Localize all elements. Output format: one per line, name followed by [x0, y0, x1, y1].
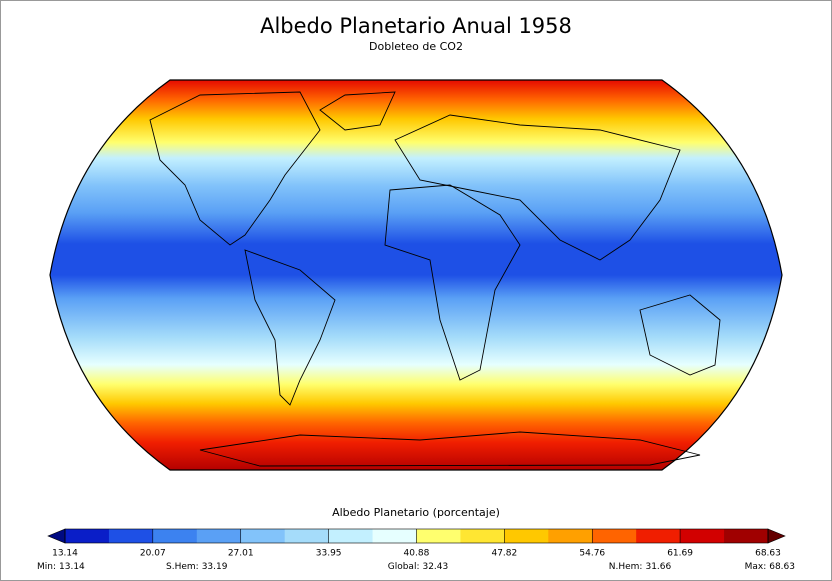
colorbar-segment [724, 529, 769, 543]
subtitle: Dobleteo de CO2 [369, 40, 463, 53]
stat: N.Hem: 31.66 [609, 562, 672, 572]
colorbar-segment [592, 529, 637, 543]
title: Albedo Planetario Anual 1958 [260, 14, 572, 38]
colorbar-tick-label: 54.76 [579, 549, 605, 559]
stat-label: N.Hem: [609, 562, 643, 572]
stat: S.Hem: 33.19 [166, 562, 228, 572]
stat: Global: 32.43 [388, 562, 449, 572]
colorbar-segment [108, 529, 154, 543]
colorbar-segment [504, 529, 549, 543]
stats: Min: 13.14 S.Hem: 33.19 Global: 32.43 N.Hem: 31… [37, 562, 795, 572]
map [49, 79, 783, 471]
colorbar-tick-label: 13.14 [52, 549, 78, 559]
coastlines [149, 91, 721, 467]
stat-label: Global: [388, 562, 420, 572]
colorbar-segment [680, 529, 725, 543]
colorbar-tick-label: 27.01 [228, 549, 254, 559]
colorbar-segment [460, 529, 505, 543]
colorbar-tick-label: 40.88 [404, 549, 430, 559]
stat-value: 33.19 [202, 562, 228, 572]
colorbar-segment [196, 529, 242, 543]
colorbar-segment [636, 529, 681, 543]
colorbar-tick-label: 47.82 [491, 549, 517, 559]
stat: Min: 13.14 [37, 562, 85, 572]
colorbar-tick-label: 68.63 [755, 549, 781, 559]
colorbar-label: Albedo Planetario (porcentaje) [332, 506, 500, 519]
stat-label: S.Hem: [166, 562, 199, 572]
colorbar-tick-label: 20.07 [140, 549, 166, 559]
colorbar-segment [416, 529, 461, 543]
colorbar-segment [65, 529, 110, 543]
stat: Max: 68.63 [745, 562, 795, 572]
stat-label: Min: [37, 562, 56, 572]
colorbar: 13.14 20.07 27.01 33.95 40.88 47.82 54.76 61.69… [47, 528, 786, 559]
colorbar-tick-label: 33.95 [316, 549, 342, 559]
stat-value: 32.43 [422, 562, 448, 572]
colorbar-segment [328, 529, 374, 543]
map-globe [49, 79, 783, 471]
colorbar-segment [152, 529, 198, 543]
colorbar-segment [284, 529, 330, 543]
stat-value: 13.14 [59, 562, 85, 572]
stat-value: 31.66 [645, 562, 671, 572]
stat-label: Max: [745, 562, 767, 572]
colorbar-segment [372, 529, 417, 543]
colorbar-segment [240, 529, 286, 543]
stat-value: 68.63 [769, 562, 795, 572]
colorbar-tick-label: 61.69 [667, 549, 693, 559]
colorbar-segment [548, 529, 593, 543]
